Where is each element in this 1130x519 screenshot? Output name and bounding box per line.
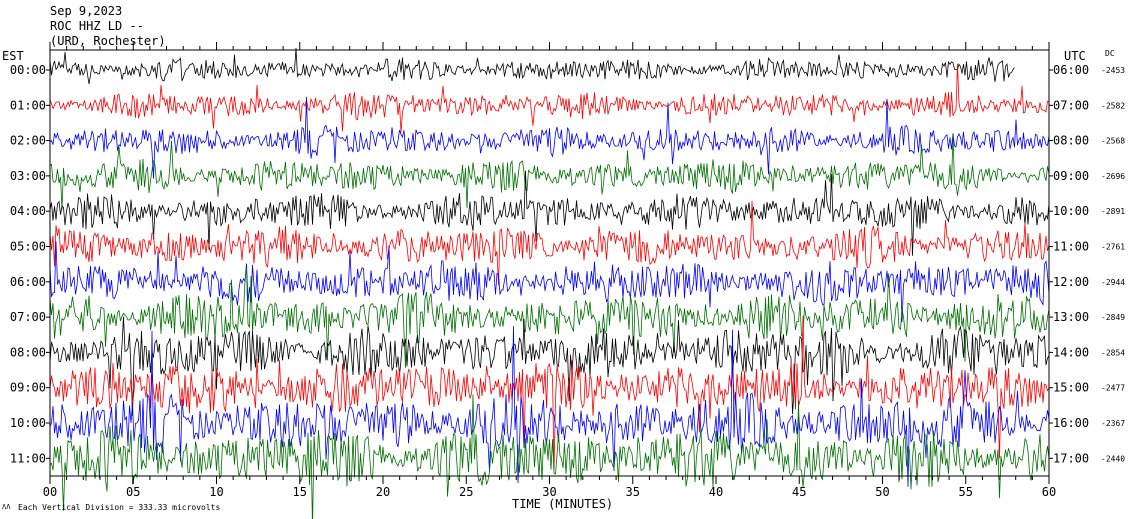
x-tick-label: 55 [959, 485, 973, 499]
right-tick-label: 11:00 [1053, 240, 1089, 254]
left-tick-label: 09:00 [10, 381, 46, 395]
x-tick-label: 25 [459, 485, 473, 499]
dc-value: -2440 [1101, 454, 1125, 463]
x-tick-label: 15 [293, 485, 307, 499]
left-tick-label: 04:00 [10, 204, 46, 218]
logo-mark: ɅΛ [2, 503, 11, 511]
x-tick-label: 40 [709, 485, 723, 499]
left-tick-label: 01:00 [10, 98, 46, 112]
dc-value: -2854 [1101, 348, 1125, 357]
footer-note: Each Vertical Division = 333.33 microvol… [18, 503, 220, 512]
right-tick-label: 17:00 [1053, 451, 1089, 465]
header-station: ROC HHZ LD -- [50, 19, 144, 33]
right-tick-label: 08:00 [1053, 134, 1089, 148]
x-tick-label: 35 [626, 485, 640, 499]
trace-row-04:00 [49, 170, 1050, 256]
x-tick-label: 45 [792, 485, 806, 499]
trace-row-07:00 [49, 268, 1050, 368]
x-axis-label: TIME (MINUTES) [512, 497, 613, 511]
x-tick-label: 10 [209, 485, 223, 499]
right-tick-label: 13:00 [1053, 310, 1089, 324]
x-tick-label: 20 [376, 485, 390, 499]
left-tick-label: 06:00 [10, 275, 46, 289]
right-timezone-label: UTC [1064, 49, 1086, 63]
right-tick-label: 10:00 [1053, 204, 1089, 218]
dc-value: -2944 [1101, 278, 1125, 287]
seismic-traces [49, 47, 1050, 519]
left-tick-label: 08:00 [10, 345, 46, 359]
x-tick-label: 00 [43, 485, 57, 499]
right-tick-label: 07:00 [1053, 98, 1089, 112]
left-axis: 00:00 01:00 02:00 03:00 04:00 05:00 06:00 07:00… [10, 63, 50, 465]
x-axis: 00 05 10 15 20 25 30 35 40 45 50 55 60 [43, 42, 1056, 499]
x-tick-label: 05 [126, 485, 140, 499]
left-tick-label: 07:00 [10, 310, 46, 324]
trace-row-03:00 [49, 134, 1050, 210]
left-tick-label: 10:00 [10, 416, 46, 430]
right-tick-label: 06:00 [1053, 63, 1089, 77]
header-location: (URD, Rochester) [50, 34, 166, 48]
left-tick-label: 05:00 [10, 240, 46, 254]
trace-row-11:00 [49, 394, 1050, 519]
x-tick-label: 50 [875, 485, 889, 499]
trace-row-00:00 [49, 47, 1015, 85]
trace-row-10:00 [49, 326, 1050, 487]
dc-value: -2696 [1101, 172, 1125, 181]
x-tick-label: 30 [542, 485, 556, 499]
trace-row-09:00 [49, 315, 1050, 470]
left-tick-label: 02:00 [10, 134, 46, 148]
left-tick-label: 00:00 [10, 63, 46, 77]
right-tick-label: 14:00 [1053, 345, 1089, 359]
trace-row-06:00 [49, 241, 1050, 323]
dc-value: -2761 [1101, 243, 1125, 252]
left-tick-label: 11:00 [10, 451, 46, 465]
x-tick-label: 60 [1042, 485, 1056, 499]
trace-row-01:00 [49, 63, 1050, 133]
trace-row-08:00 [49, 316, 1050, 416]
dc-values: -2453 -2582 -2568 -2696 -2891 -2761 -2944 -2849… [1101, 66, 1125, 463]
dc-value: -2891 [1101, 207, 1125, 216]
right-tick-label: 12:00 [1053, 275, 1089, 289]
right-tick-label: 15:00 [1053, 381, 1089, 395]
trace-row-02:00 [49, 96, 1050, 179]
header-date: Sep 9,2023 [50, 4, 123, 18]
dc-value: -2453 [1101, 66, 1125, 75]
dc-value: -2367 [1101, 419, 1125, 428]
trace-row-05:00 [49, 200, 1050, 286]
left-timezone-label: EST [2, 49, 24, 63]
right-axis: 06:00 07:00 08:00 09:00 10:00 11:00 12:00 13:00… [1049, 63, 1089, 465]
right-tick-label: 16:00 [1053, 416, 1089, 430]
left-tick-label: 03:00 [10, 169, 46, 183]
dc-value: -2568 [1101, 137, 1125, 146]
dc-value: -2477 [1101, 384, 1125, 393]
dc-value: -2582 [1101, 101, 1125, 110]
dc-header: DC [1105, 49, 1115, 58]
dc-value: -2849 [1101, 313, 1125, 322]
right-tick-label: 09:00 [1053, 169, 1089, 183]
